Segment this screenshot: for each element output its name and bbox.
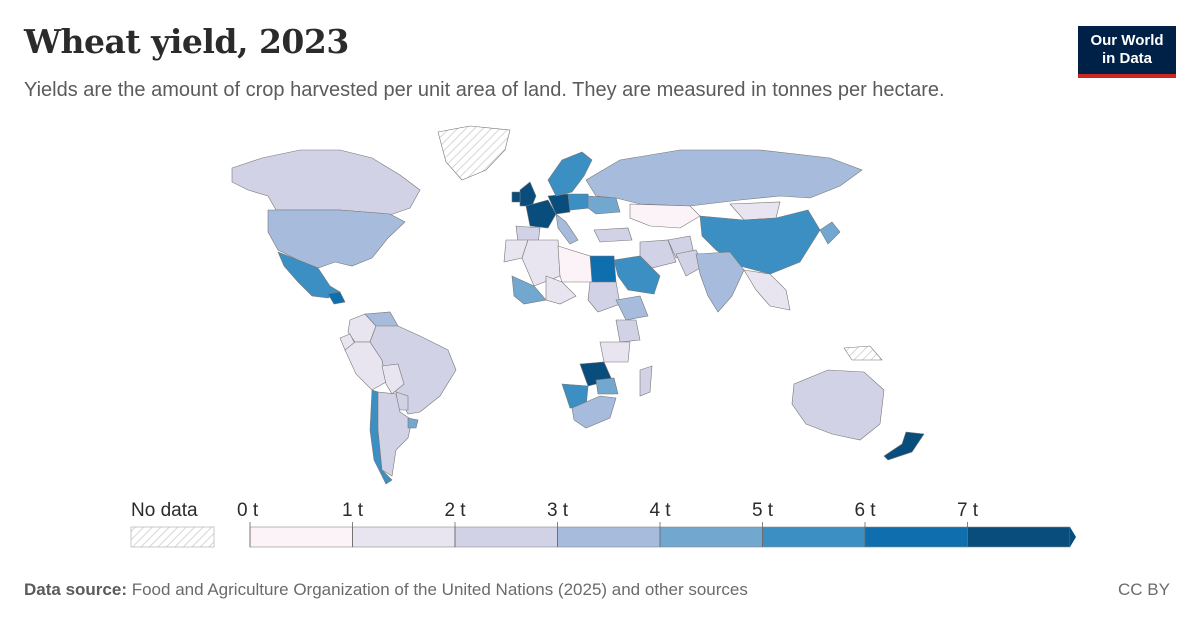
legend-tick-label: 4 t bbox=[649, 500, 671, 521]
legend-swatch bbox=[762, 526, 866, 548]
legend-swatch bbox=[967, 526, 1071, 548]
country-india[interactable]: India bbox=[695, 251, 745, 313]
country-ireland[interactable]: Ireland bbox=[511, 191, 521, 203]
legend-tick-label: 5 t bbox=[752, 500, 774, 521]
country-japan[interactable]: Japan bbox=[819, 221, 841, 245]
country-poland[interactable]: Poland bbox=[567, 193, 591, 211]
legend-tick-label: 6 t bbox=[854, 500, 876, 521]
country-southeast-asia[interactable]: Southeast Asia bbox=[743, 269, 791, 311]
country-greenland[interactable]: Greenland bbox=[437, 125, 511, 181]
country-kenya[interactable]: Kenya bbox=[615, 319, 641, 343]
country-south-africa[interactable]: South Africa bbox=[571, 395, 617, 429]
legend-swatch bbox=[249, 526, 353, 548]
legend-swatch bbox=[352, 526, 456, 548]
country-argentina[interactable]: Argentina bbox=[377, 391, 413, 477]
country-shapes: CanadaUnited StatesMexicoGuatemalaColomb… bbox=[231, 125, 925, 485]
legend-tick-label: 2 t bbox=[444, 500, 466, 521]
country-united-kingdom[interactable]: United Kingdom bbox=[519, 181, 537, 207]
country-canada[interactable]: Canada bbox=[231, 149, 421, 216]
country-ethiopia[interactable]: Ethiopia bbox=[615, 295, 649, 321]
legend-swatch bbox=[864, 526, 968, 548]
logo-line-1: Our World bbox=[1090, 32, 1164, 49]
country-madagascar[interactable]: Madagascar bbox=[639, 365, 653, 397]
country-kazakhstan[interactable]: Kazakhstan bbox=[629, 203, 701, 229]
country-sudan[interactable]: Sudan bbox=[587, 281, 621, 313]
country-france[interactable]: France bbox=[525, 199, 557, 229]
legend-tick-labels: 0 t 1 t 2 t 3 t 4 t 5 t 6 t 7 t bbox=[237, 500, 979, 521]
legend-no-data-swatch bbox=[130, 526, 215, 548]
country-uruguay[interactable]: Uruguay bbox=[407, 417, 419, 429]
data-source-text[interactable]: Food and Agriculture Organization of the… bbox=[131, 580, 748, 599]
legend-swatch bbox=[659, 526, 763, 548]
owid-logo[interactable]: Our World in Data bbox=[1078, 26, 1176, 78]
country-zimbabwe[interactable]: Zimbabwe bbox=[595, 377, 619, 395]
legend: No data 0 t 1 t 2 t 3 t 4 t 5 t 6 t 7 t bbox=[130, 500, 1076, 548]
country-united-states[interactable]: United States bbox=[267, 209, 406, 269]
country-niger[interactable]: Niger bbox=[545, 275, 577, 305]
data-source-label: Data source: bbox=[24, 580, 127, 599]
country-turkey[interactable]: Turkey bbox=[593, 227, 633, 243]
country-egypt[interactable]: Egypt bbox=[589, 255, 617, 283]
country-brazil[interactable]: Brazil bbox=[369, 325, 457, 415]
world-map[interactable]: CanadaUnited StatesMexicoGuatemalaColomb… bbox=[0, 125, 1200, 490]
legend-swatch bbox=[454, 526, 558, 548]
country-libya[interactable]: Libya bbox=[557, 245, 593, 283]
country-mongolia[interactable]: Mongolia bbox=[729, 201, 781, 221]
data-source: Data source: Food and Agriculture Organi… bbox=[24, 580, 748, 600]
country-new-zealand[interactable]: New Zealand bbox=[883, 431, 925, 461]
legend-no-data-label: No data bbox=[131, 500, 198, 521]
legend-tick-label: 7 t bbox=[957, 500, 979, 521]
license-link[interactable]: CC BY bbox=[1118, 580, 1170, 599]
legend-tick-label: 1 t bbox=[342, 500, 364, 521]
chart-title: Wheat yield, 2023 bbox=[24, 22, 349, 61]
legend-color-scale bbox=[249, 522, 1076, 548]
chart-subtitle: Yields are the amount of crop harvested … bbox=[24, 79, 945, 101]
logo-line-2: in Data bbox=[1101, 50, 1152, 67]
country-iran[interactable]: Iran bbox=[639, 239, 677, 269]
country-scandinavia[interactable]: Scandinavia bbox=[547, 151, 593, 197]
country-australia[interactable]: Australia bbox=[791, 369, 885, 441]
country-russia[interactable]: Russia bbox=[585, 149, 863, 207]
legend-tick-label: 3 t bbox=[547, 500, 569, 521]
legend-swatch bbox=[557, 526, 661, 548]
legend-tick-label: 0 t bbox=[237, 500, 259, 521]
country-saudi-arabia[interactable]: Saudi Arabia bbox=[613, 255, 661, 295]
country-italy[interactable]: Italy bbox=[555, 213, 579, 245]
country-mali[interactable]: Mali bbox=[511, 275, 547, 305]
country-tanzania[interactable]: Tanzania bbox=[599, 341, 631, 363]
country-papua-new-guinea[interactable]: Papua New Guinea bbox=[843, 345, 883, 361]
legend-arrow bbox=[1070, 527, 1076, 547]
country-guatemala[interactable]: Guatemala bbox=[327, 291, 346, 305]
country-ukraine[interactable]: Ukraine bbox=[587, 195, 621, 215]
country-bolivia[interactable]: Bolivia bbox=[381, 363, 405, 395]
